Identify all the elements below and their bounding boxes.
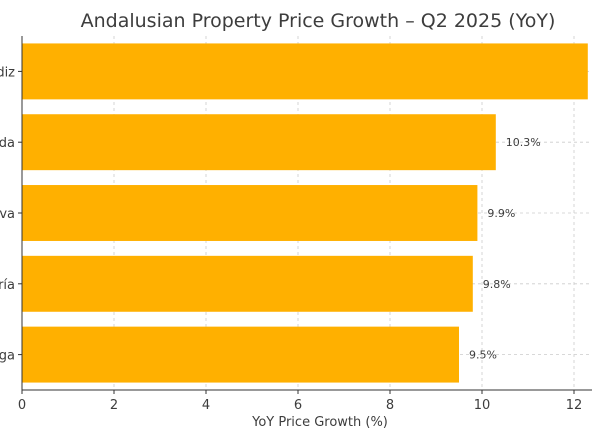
- bar: [22, 43, 588, 100]
- x-axis-ticks: 0 2 4 6 8 10 12: [18, 390, 582, 413]
- bar-value-label: 9.9%: [487, 207, 515, 220]
- bars: [22, 43, 588, 383]
- x-tick-label: 2: [110, 398, 118, 413]
- x-tick-label: 4: [202, 398, 210, 413]
- bar-value-label: 9.5%: [469, 349, 497, 362]
- bar: [22, 326, 459, 383]
- bar: [22, 255, 473, 312]
- bar: [22, 114, 496, 171]
- bar: [22, 185, 478, 241]
- data-labels: 10.3% 9.9% 9.8% 9.5%: [469, 136, 541, 361]
- bar-value-label: 10.3%: [506, 136, 541, 149]
- y-tick-label: va: [0, 207, 15, 222]
- chart-title: Andalusian Property Price Growth – Q2 20…: [81, 10, 556, 32]
- y-axis-ticks: diz da va ría ga: [0, 65, 22, 364]
- x-tick-label: 6: [294, 398, 302, 413]
- y-tick-label: ría: [0, 278, 15, 293]
- x-axis-label: YoY Price Growth (%): [251, 415, 388, 430]
- y-tick-label: da: [0, 136, 15, 151]
- x-tick-label: 8: [386, 398, 394, 413]
- x-tick-label: 0: [18, 398, 26, 413]
- bar-value-label: 9.8%: [483, 278, 511, 291]
- x-tick-label: 10: [474, 398, 491, 413]
- y-tick-label: ga: [0, 349, 15, 364]
- x-tick-label: 12: [566, 398, 583, 413]
- y-tick-label: diz: [0, 65, 15, 80]
